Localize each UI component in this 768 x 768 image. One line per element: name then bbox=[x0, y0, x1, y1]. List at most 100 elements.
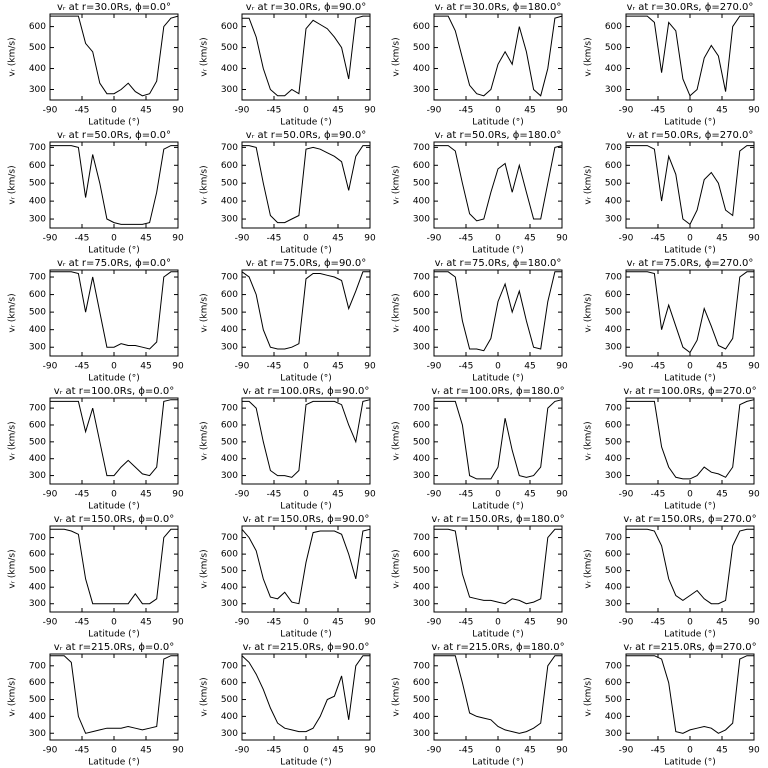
y-axis-label: vᵣ (km/s) bbox=[392, 677, 402, 716]
x-tick-label: -45 bbox=[651, 746, 666, 756]
y-tick-label: 500 bbox=[221, 437, 238, 447]
y-tick-label: 700 bbox=[221, 533, 238, 543]
plot-frame bbox=[433, 269, 563, 357]
x-axis-label: Latitude (°) bbox=[88, 246, 139, 256]
data-line bbox=[626, 15, 754, 97]
plot-frame bbox=[433, 653, 563, 741]
y-tick-label: 400 bbox=[29, 325, 46, 335]
y-axis-label: vᵣ (km/s) bbox=[8, 293, 18, 332]
x-tick-label: 0 bbox=[495, 618, 501, 628]
panel-title: vᵣ at r=215.0Rs, ϕ=0.0° bbox=[54, 642, 174, 653]
y-axis-label: vᵣ (km/s) bbox=[584, 421, 594, 460]
y-tick-label: 400 bbox=[221, 712, 238, 722]
panel-title: vᵣ at r=30.0Rs, ϕ=90.0° bbox=[246, 2, 366, 13]
x-tick-label: -90 bbox=[619, 618, 634, 628]
y-axis-label: vᵣ (km/s) bbox=[200, 37, 210, 76]
data-line bbox=[50, 399, 178, 477]
x-axis-label: Latitude (°) bbox=[280, 246, 331, 256]
panel-title: vᵣ at r=50.0Rs, ϕ=180.0° bbox=[435, 130, 562, 141]
y-axis-label: vᵣ (km/s) bbox=[392, 37, 402, 76]
y-tick-label: 600 bbox=[221, 290, 238, 300]
y-tick-label: 300 bbox=[29, 85, 46, 95]
y-tick-label: 500 bbox=[605, 695, 622, 705]
y-tick-label: 700 bbox=[29, 143, 46, 153]
y-tick-label: 300 bbox=[29, 471, 46, 481]
y-tick-label: 300 bbox=[605, 85, 622, 95]
y-tick-label: 700 bbox=[29, 404, 46, 414]
y-axis-label: vᵣ (km/s) bbox=[392, 549, 402, 588]
y-tick-label: 700 bbox=[221, 273, 238, 283]
x-tick-label: -45 bbox=[75, 106, 90, 116]
plot-frame bbox=[433, 525, 563, 613]
y-axis-label: vᵣ (km/s) bbox=[8, 37, 18, 76]
x-tick-label: -90 bbox=[619, 490, 634, 500]
x-tick-label: -45 bbox=[75, 746, 90, 756]
y-tick-label: 600 bbox=[413, 22, 430, 32]
y-axis-label: vᵣ (km/s) bbox=[8, 165, 18, 204]
x-tick-label: -45 bbox=[459, 234, 474, 244]
x-tick-label: -45 bbox=[651, 234, 666, 244]
panel-title: vᵣ at r=215.0Rs, ϕ=180.0° bbox=[431, 642, 564, 653]
data-line bbox=[434, 145, 563, 222]
y-tick-label: 400 bbox=[605, 64, 622, 74]
y-tick-label: 300 bbox=[413, 343, 430, 353]
plot-frame bbox=[49, 141, 179, 229]
y-tick-label: 400 bbox=[29, 454, 46, 464]
x-tick-label: 90 bbox=[364, 106, 376, 116]
x-axis-label: Latitude (°) bbox=[472, 246, 523, 256]
x-tick-label: -90 bbox=[43, 618, 58, 628]
x-tick-label: 45 bbox=[716, 234, 727, 244]
x-tick-label: 45 bbox=[332, 618, 343, 628]
x-tick-label: 0 bbox=[303, 362, 309, 372]
x-tick-label: 0 bbox=[495, 490, 501, 500]
y-tick-label: 500 bbox=[605, 308, 622, 318]
panel-title: vᵣ at r=30.0Rs, ϕ=270.0° bbox=[627, 2, 754, 13]
plot-frame bbox=[625, 525, 755, 613]
x-tick-label: 90 bbox=[172, 490, 184, 500]
panel-title: vᵣ at r=75.0Rs, ϕ=180.0° bbox=[435, 258, 562, 269]
plot-frame bbox=[49, 525, 179, 613]
data-line bbox=[434, 399, 563, 480]
y-tick-label: 300 bbox=[29, 729, 46, 739]
x-tick-label: 90 bbox=[556, 490, 568, 500]
x-tick-label: 45 bbox=[140, 362, 151, 372]
x-tick-label: -45 bbox=[267, 362, 282, 372]
data-line bbox=[626, 655, 754, 734]
x-tick-label: -45 bbox=[267, 106, 282, 116]
x-tick-label: 45 bbox=[524, 234, 535, 244]
y-tick-label: 700 bbox=[413, 661, 430, 671]
data-line bbox=[626, 528, 754, 605]
y-axis-label: vᵣ (km/s) bbox=[200, 421, 210, 460]
x-tick-label: 45 bbox=[332, 234, 343, 244]
y-tick-label: 600 bbox=[605, 161, 622, 171]
y-tick-label: 600 bbox=[29, 290, 46, 300]
y-tick-label: 300 bbox=[29, 343, 46, 353]
y-tick-label: 300 bbox=[221, 85, 238, 95]
panel-title: vᵣ at r=50.0Rs, ϕ=0.0° bbox=[57, 130, 171, 141]
y-axis-label: vᵣ (km/s) bbox=[200, 165, 210, 204]
y-tick-label: 300 bbox=[221, 729, 238, 739]
panel-title: vᵣ at r=50.0Rs, ϕ=90.0° bbox=[246, 130, 366, 141]
y-tick-label: 400 bbox=[413, 325, 430, 335]
data-line bbox=[50, 528, 178, 605]
y-tick-label: 500 bbox=[221, 308, 238, 318]
y-axis-label: vᵣ (km/s) bbox=[584, 677, 594, 716]
x-axis-label: Latitude (°) bbox=[664, 758, 715, 768]
x-tick-label: -90 bbox=[427, 618, 442, 628]
y-tick-label: 700 bbox=[605, 533, 622, 543]
y-tick-label: 600 bbox=[29, 550, 46, 560]
x-tick-label: 90 bbox=[556, 234, 568, 244]
x-tick-label: 90 bbox=[364, 362, 376, 372]
x-tick-label: 0 bbox=[687, 746, 693, 756]
x-axis-label: Latitude (°) bbox=[664, 374, 715, 384]
x-axis-label: Latitude (°) bbox=[88, 758, 139, 768]
plot-frame bbox=[49, 653, 179, 741]
y-axis-label: vᵣ (km/s) bbox=[584, 293, 594, 332]
y-tick-label: 700 bbox=[413, 273, 430, 283]
x-tick-label: 0 bbox=[495, 362, 501, 372]
y-axis-label: vᵣ (km/s) bbox=[392, 293, 402, 332]
x-tick-label: 45 bbox=[716, 490, 727, 500]
y-tick-label: 500 bbox=[605, 437, 622, 447]
y-tick-label: 500 bbox=[29, 179, 46, 189]
x-tick-label: 0 bbox=[687, 490, 693, 500]
